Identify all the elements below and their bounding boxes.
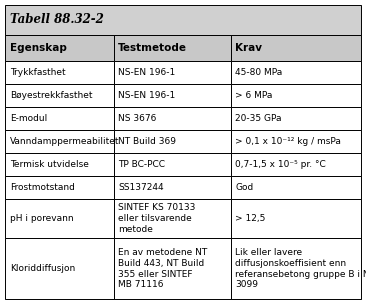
Text: Testmetode: Testmetode — [118, 43, 187, 53]
Text: Krav: Krav — [235, 43, 262, 53]
Bar — [231, 153, 361, 176]
Bar — [5, 176, 114, 199]
Bar — [114, 130, 231, 153]
Bar — [5, 130, 114, 153]
Bar — [5, 199, 114, 238]
Bar — [231, 238, 361, 299]
Bar — [5, 107, 114, 130]
Bar — [5, 153, 114, 176]
Bar — [5, 238, 114, 299]
Text: > 6 MPa: > 6 MPa — [235, 91, 273, 100]
Text: Vanndamppermeabilitet: Vanndamppermeabilitet — [10, 137, 119, 146]
Text: Trykkfasthet: Trykkfasthet — [10, 68, 66, 77]
Bar — [231, 130, 361, 153]
Bar — [114, 84, 231, 107]
Text: > 12,5: > 12,5 — [235, 214, 266, 223]
Bar — [231, 84, 361, 107]
Text: En av metodene NT
Build 443, NT Build
355 eller SINTEF
MB 71116: En av metodene NT Build 443, NT Build 35… — [118, 248, 208, 289]
Text: 20-35 GPa: 20-35 GPa — [235, 114, 282, 123]
Bar — [231, 61, 361, 84]
Text: NS-EN 196-1: NS-EN 196-1 — [118, 91, 175, 100]
Text: TP BC-PCC: TP BC-PCC — [118, 160, 165, 169]
Bar — [114, 35, 231, 61]
Text: Kloriddiffusjon: Kloriddiffusjon — [10, 264, 75, 273]
Bar — [114, 153, 231, 176]
Text: God: God — [235, 183, 254, 192]
Bar — [231, 199, 361, 238]
Text: E-modul: E-modul — [10, 114, 47, 123]
Text: 45-80 MPa: 45-80 MPa — [235, 68, 283, 77]
Bar — [5, 61, 114, 84]
Bar — [231, 35, 361, 61]
Bar — [5, 5, 361, 35]
Bar — [114, 238, 231, 299]
Bar — [231, 176, 361, 199]
Bar — [5, 35, 114, 61]
Text: NS-EN 196-1: NS-EN 196-1 — [118, 68, 175, 77]
Text: NT Build 369: NT Build 369 — [118, 137, 176, 146]
Text: 0,7-1,5 x 10⁻⁵ pr. °C: 0,7-1,5 x 10⁻⁵ pr. °C — [235, 160, 326, 169]
Bar — [231, 107, 361, 130]
Text: Frostmotstand: Frostmotstand — [10, 183, 75, 192]
Bar — [114, 176, 231, 199]
Text: pH i porevann: pH i porevann — [10, 214, 74, 223]
Text: NS 3676: NS 3676 — [118, 114, 157, 123]
Text: Tabell 88.32-2: Tabell 88.32-2 — [10, 13, 104, 26]
Text: Egenskap: Egenskap — [10, 43, 67, 53]
Bar — [114, 199, 231, 238]
Text: SINTEF KS 70133
eller tilsvarende
metode: SINTEF KS 70133 eller tilsvarende metode — [118, 203, 195, 234]
Text: Lik eller lavere
diffusjonskoeffisient enn
referansebetong gruppe B i NS
3099: Lik eller lavere diffusjonskoeffisient e… — [235, 248, 366, 289]
Bar — [114, 107, 231, 130]
Text: Termisk utvidelse: Termisk utvidelse — [10, 160, 89, 169]
Bar — [5, 84, 114, 107]
Text: > 0,1 x 10⁻¹² kg / msPa: > 0,1 x 10⁻¹² kg / msPa — [235, 137, 341, 146]
Text: SS137244: SS137244 — [118, 183, 164, 192]
Text: Bøyestrekkfasthet: Bøyestrekkfasthet — [10, 91, 92, 100]
Bar — [114, 61, 231, 84]
